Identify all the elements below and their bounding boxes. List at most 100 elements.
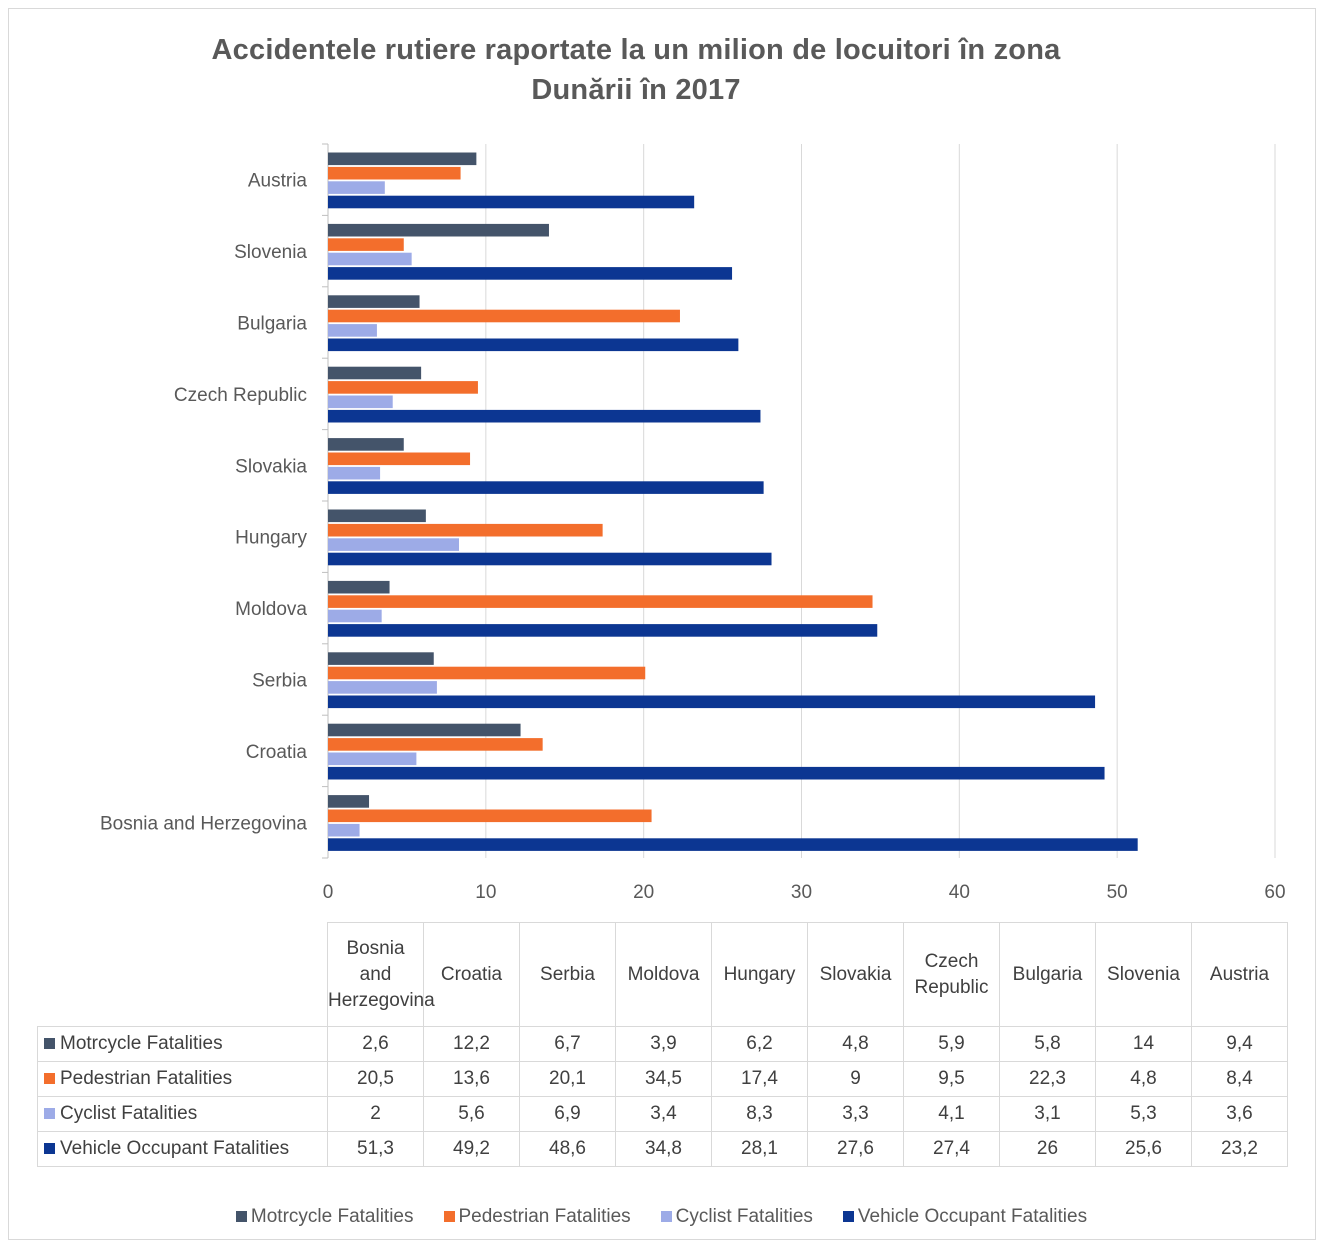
y-tick-label-bosnia-and-herzegovina: Bosnia and Herzegovina	[100, 813, 307, 834]
table-row: Vehicle Occupant Fatalities 51,3 49,2 48,6 3…	[37, 1131, 1288, 1167]
legend-key-swatch	[44, 1038, 55, 1049]
bar-pedestrian-fatalities-serbia	[328, 666, 646, 680]
y-tick-label-moldova: Moldova	[235, 599, 307, 620]
bar-pedestrian-fatalities-slovenia	[328, 238, 404, 251]
table-row-label: Cyclist Fatalities	[60, 1103, 198, 1124]
bar-cyclist-fatalities-serbia	[328, 681, 437, 694]
table-cell: 14	[1095, 1026, 1192, 1062]
bar-vehicle-occupant-fatalities-bosnia-and-herzegovina	[328, 838, 1138, 851]
legend-key-swatch	[44, 1143, 55, 1154]
legend-item-vehicle-occupant-fatalities: Vehicle Occupant Fatalities	[842, 1206, 1087, 1228]
table-cell: 8,3	[711, 1096, 808, 1132]
legend-label: Motrcycle Fatalities	[250, 1206, 414, 1227]
bar-pedestrian-fatalities-bosnia-and-herzegovina	[328, 809, 652, 823]
table-cell: 5,6	[423, 1096, 520, 1132]
table-cell: 20,5	[327, 1061, 424, 1097]
table-cell: 25,6	[1095, 1131, 1192, 1167]
bar-pedestrian-fatalities-moldova	[328, 595, 873, 608]
table-cell: 27,6	[807, 1131, 904, 1167]
bar-motrcycle-fatalities-austria	[328, 152, 477, 166]
legend-key-swatch	[44, 1108, 55, 1119]
y-tick-label-austria: Austria	[248, 171, 308, 192]
bar-vehicle-occupant-fatalities-croatia	[328, 766, 1105, 780]
table-cell: 5,9	[903, 1026, 1000, 1062]
chart-title: Accidentele rutiere raportate la un mili…	[0, 30, 1272, 110]
x-tick-label-20: 20	[633, 882, 654, 903]
table-row: Motrcycle Fatalities 2,6 12,2 6,7 3,9 6,2 4,8 5…	[37, 1026, 1288, 1062]
table-column-header: Slovakia	[807, 922, 904, 1027]
bar-cyclist-fatalities-croatia	[328, 752, 417, 766]
table-row-label: Pedestrian Fatalities	[60, 1068, 233, 1089]
table-cell: 8,4	[1191, 1061, 1288, 1097]
bar-motrcycle-fatalities-croatia	[328, 723, 521, 737]
bar-motrcycle-fatalities-hungary	[328, 509, 426, 523]
table-cell: 34,8	[615, 1131, 712, 1167]
table-row-label: Vehicle Occupant Fatalities	[60, 1138, 290, 1159]
table-cell: 13,6	[423, 1061, 520, 1097]
table-cell: 9,5	[903, 1061, 1000, 1097]
table-cell: 9	[807, 1061, 904, 1097]
table-row-header: Motrcycle Fatalities	[37, 1026, 328, 1062]
y-tick-label-serbia: Serbia	[252, 671, 307, 692]
bar-pedestrian-fatalities-austria	[328, 166, 461, 180]
table-cell: 9,4	[1191, 1026, 1288, 1062]
bar-vehicle-occupant-fatalities-bulgaria	[328, 338, 739, 352]
table-cell: 6,2	[711, 1026, 808, 1062]
y-tick-label-czech-republic: Czech Republic	[174, 385, 307, 406]
table-cell: 5,3	[1095, 1096, 1192, 1132]
table-cell: 4,8	[807, 1026, 904, 1062]
table-cell: 3,6	[1191, 1096, 1288, 1132]
table-row: Cyclist Fatalities 2 5,6 6,9 3,4 8,3 3,3 4,1 3,1…	[37, 1096, 1288, 1132]
table-row-label: Motrcycle Fatalities	[60, 1033, 223, 1054]
table-cell: 51,3	[327, 1131, 424, 1167]
table-cell: 34,5	[615, 1061, 712, 1097]
x-tick-label-10: 10	[475, 882, 496, 903]
legend-item-pedestrian-fatalities: Pedestrian Fatalities	[443, 1206, 631, 1228]
x-tick-label-30: 30	[791, 882, 812, 903]
table-cell: 28,1	[711, 1131, 808, 1167]
table-header-row: Bosnia and Herzegovina Croatia Serbia Moldo…	[37, 922, 1288, 1027]
bar-vehicle-occupant-fatalities-austria	[328, 195, 695, 209]
bar-vehicle-occupant-fatalities-czech-republic	[328, 409, 761, 423]
table-cell: 22,3	[999, 1061, 1096, 1097]
bar-motrcycle-fatalities-serbia	[328, 652, 434, 665]
legend-key-swatch	[660, 1211, 672, 1222]
bar-vehicle-occupant-fatalities-moldova	[328, 624, 878, 637]
bar-motrcycle-fatalities-bulgaria	[328, 295, 420, 308]
table-row-header: Pedestrian Fatalities	[37, 1061, 328, 1097]
bar-cyclist-fatalities-hungary	[328, 538, 460, 551]
table-column-header: Bulgaria	[999, 922, 1096, 1027]
bar-pedestrian-fatalities-bulgaria	[328, 309, 680, 323]
bar-cyclist-fatalities-czech-republic	[328, 395, 393, 409]
y-tick-label-croatia: Croatia	[246, 742, 308, 763]
legend-key-swatch	[842, 1211, 854, 1222]
table-cell: 6,9	[519, 1096, 616, 1132]
bar-cyclist-fatalities-slovakia	[328, 466, 381, 480]
table-column-header: Bosnia and Herzegovina	[327, 922, 435, 1027]
table-column-header: Moldova	[615, 922, 712, 1027]
legend-key-swatch	[44, 1073, 55, 1084]
table-cell: 12,2	[423, 1026, 520, 1062]
legend-label: Pedestrian Fatalities	[458, 1206, 631, 1227]
table-cell: 4,8	[1095, 1061, 1192, 1097]
y-tick-label-slovenia: Slovenia	[234, 242, 307, 263]
x-tick-label-40: 40	[949, 882, 970, 903]
table-cell: 2,6	[327, 1026, 424, 1062]
x-tick-label-0: 0	[323, 882, 334, 903]
bar-vehicle-occupant-fatalities-slovakia	[328, 481, 764, 494]
legend-item-cyclist-fatalities: Cyclist Fatalities	[660, 1206, 813, 1228]
legend-key-swatch	[443, 1211, 455, 1222]
table-cell: 23,2	[1191, 1131, 1288, 1167]
table-cell: 3,4	[615, 1096, 712, 1132]
bar-motrcycle-fatalities-moldova	[328, 580, 390, 594]
table-column-header: Serbia	[519, 922, 616, 1027]
bar-pedestrian-fatalities-slovakia	[328, 452, 471, 466]
bar-motrcycle-fatalities-czech-republic	[328, 366, 422, 380]
bar-vehicle-occupant-fatalities-slovenia	[328, 267, 733, 280]
table-cell: 2	[327, 1096, 424, 1132]
table-cell: 5,8	[999, 1026, 1096, 1062]
bar-pedestrian-fatalities-czech-republic	[328, 381, 478, 394]
legend-key-swatch	[235, 1211, 247, 1222]
data-table: Bosnia and Herzegovina Croatia Serbia Moldo…	[37, 922, 1288, 1167]
bar-chart-plot: Bosnia and Herzegovina Croatia Serbia Moldo…	[100, 143, 1286, 903]
